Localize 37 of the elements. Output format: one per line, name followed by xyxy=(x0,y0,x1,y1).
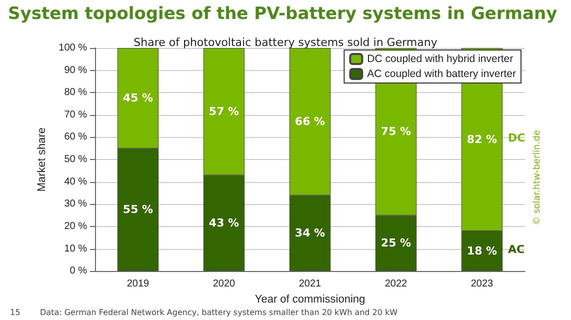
data-label: 25 % xyxy=(380,236,412,250)
y-axis-title: Market share xyxy=(36,127,48,192)
y-tick-label: 60 % xyxy=(64,132,88,143)
data-label: 55 % xyxy=(122,203,154,216)
text: © solar.htw-berlin.de xyxy=(532,130,542,226)
chart-title: System topologies of the PV-battery systems in Germany xyxy=(8,4,558,24)
y-tick-label: 30 % xyxy=(64,198,88,210)
y-tick-label: 100 % xyxy=(58,42,88,54)
data-label: 66 % xyxy=(294,115,326,128)
data-label: 43 % xyxy=(208,216,240,230)
y-tick-label: 50 % xyxy=(64,154,88,166)
data-label: 34 % xyxy=(294,226,326,240)
chart-subtitle: Share of photovoltaic battery systems sold in Germany xyxy=(134,36,438,49)
legend-label: DC coupled with hybrid inverter xyxy=(367,53,514,65)
x-tick-label: 2019 xyxy=(126,278,150,290)
y-tick-label: 0 % xyxy=(70,266,88,277)
y-tick-label: 80 % xyxy=(64,87,88,98)
x-axis-title: Year of commissioning xyxy=(254,294,366,306)
x-tick-label: 2021 xyxy=(298,278,322,290)
x-tick-label: 2023 xyxy=(470,278,494,290)
y-tick-label: 90 % xyxy=(64,64,88,76)
legend-label: AC coupled with battery inverter xyxy=(367,68,517,80)
y-tick-label: 70 % xyxy=(64,109,88,120)
text: 15 xyxy=(10,308,20,317)
y-tick-label: 40 % xyxy=(64,176,88,188)
data-label: 75 % xyxy=(380,125,412,138)
data-label: 18 % xyxy=(466,244,498,258)
annotation: AC xyxy=(508,243,525,256)
data-label: 45 % xyxy=(122,92,154,105)
x-tick-label: 2022 xyxy=(384,278,408,290)
data-label: 82 % xyxy=(466,132,498,146)
text: Data: German Federal Network Agency, battery systems smaller than 20 kWh and 20 kW xyxy=(40,308,398,317)
x-tick-label: 2020 xyxy=(212,278,236,290)
y-tick-label: 10 % xyxy=(64,243,88,254)
data-label: 57 % xyxy=(208,105,240,118)
y-tick-label: 20 % xyxy=(64,220,88,232)
annotation: DC xyxy=(508,131,526,144)
